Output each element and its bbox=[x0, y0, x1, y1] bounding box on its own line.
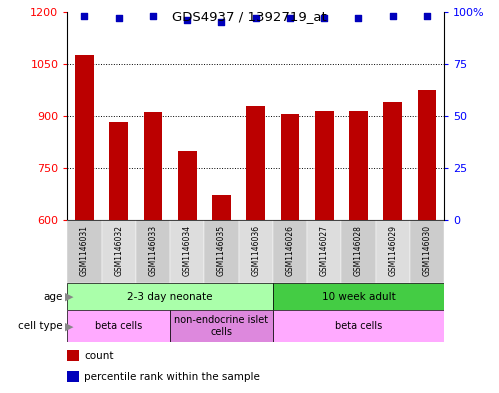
Bar bbox=[109, 122, 128, 220]
Text: GSM1146035: GSM1146035 bbox=[217, 225, 226, 276]
Text: GSM1146029: GSM1146029 bbox=[388, 225, 397, 276]
Bar bbox=[349, 112, 368, 220]
Point bbox=[320, 15, 328, 21]
Text: count: count bbox=[84, 351, 114, 361]
Bar bbox=[273, 220, 307, 283]
Bar bbox=[410, 220, 444, 283]
Bar bbox=[273, 283, 444, 310]
Bar bbox=[102, 220, 136, 283]
Bar bbox=[170, 310, 273, 342]
Text: age: age bbox=[43, 292, 62, 302]
Point bbox=[286, 15, 294, 21]
Bar bbox=[178, 151, 197, 220]
Bar bbox=[341, 220, 376, 283]
Bar bbox=[67, 350, 79, 361]
Text: 2-3 day neonate: 2-3 day neonate bbox=[127, 292, 213, 302]
Text: GSM1146036: GSM1146036 bbox=[251, 225, 260, 276]
Text: GSM1146027: GSM1146027 bbox=[320, 225, 329, 276]
Bar bbox=[75, 55, 94, 220]
Point bbox=[218, 19, 226, 26]
Bar bbox=[315, 111, 334, 220]
Bar bbox=[239, 220, 273, 283]
Bar bbox=[247, 105, 265, 220]
Point bbox=[354, 15, 362, 21]
Bar bbox=[212, 195, 231, 220]
Text: ▶: ▶ bbox=[65, 321, 73, 331]
Bar bbox=[170, 220, 205, 283]
Text: percentile rank within the sample: percentile rank within the sample bbox=[84, 372, 260, 382]
Bar bbox=[67, 371, 79, 382]
Point bbox=[115, 15, 123, 21]
Text: GSM1146032: GSM1146032 bbox=[114, 225, 123, 276]
Text: GDS4937 / 1392719_at: GDS4937 / 1392719_at bbox=[172, 10, 327, 23]
Bar bbox=[418, 90, 437, 220]
Text: beta cells: beta cells bbox=[335, 321, 382, 331]
Text: non-endocrine islet
cells: non-endocrine islet cells bbox=[175, 316, 268, 337]
Text: 10 week adult: 10 week adult bbox=[322, 292, 395, 302]
Point bbox=[183, 17, 191, 23]
Text: cell type: cell type bbox=[18, 321, 62, 331]
Text: beta cells: beta cells bbox=[95, 321, 142, 331]
Text: GSM1146030: GSM1146030 bbox=[423, 225, 432, 276]
Text: ▶: ▶ bbox=[65, 292, 73, 302]
Bar bbox=[205, 220, 239, 283]
Bar bbox=[280, 114, 299, 220]
Text: GSM1146034: GSM1146034 bbox=[183, 225, 192, 276]
Point bbox=[80, 13, 88, 19]
Bar bbox=[383, 102, 402, 220]
Text: GSM1146026: GSM1146026 bbox=[285, 225, 294, 276]
Bar bbox=[307, 220, 341, 283]
Bar bbox=[144, 112, 162, 220]
Text: GSM1146033: GSM1146033 bbox=[149, 225, 158, 276]
Bar bbox=[273, 310, 444, 342]
Point bbox=[251, 15, 259, 21]
Point bbox=[149, 13, 157, 19]
Bar bbox=[67, 220, 102, 283]
Text: GSM1146028: GSM1146028 bbox=[354, 225, 363, 276]
Bar bbox=[136, 220, 170, 283]
Bar bbox=[67, 283, 273, 310]
Point bbox=[389, 13, 397, 19]
Text: GSM1146031: GSM1146031 bbox=[80, 225, 89, 276]
Bar bbox=[67, 310, 170, 342]
Bar bbox=[376, 220, 410, 283]
Point bbox=[423, 13, 431, 19]
